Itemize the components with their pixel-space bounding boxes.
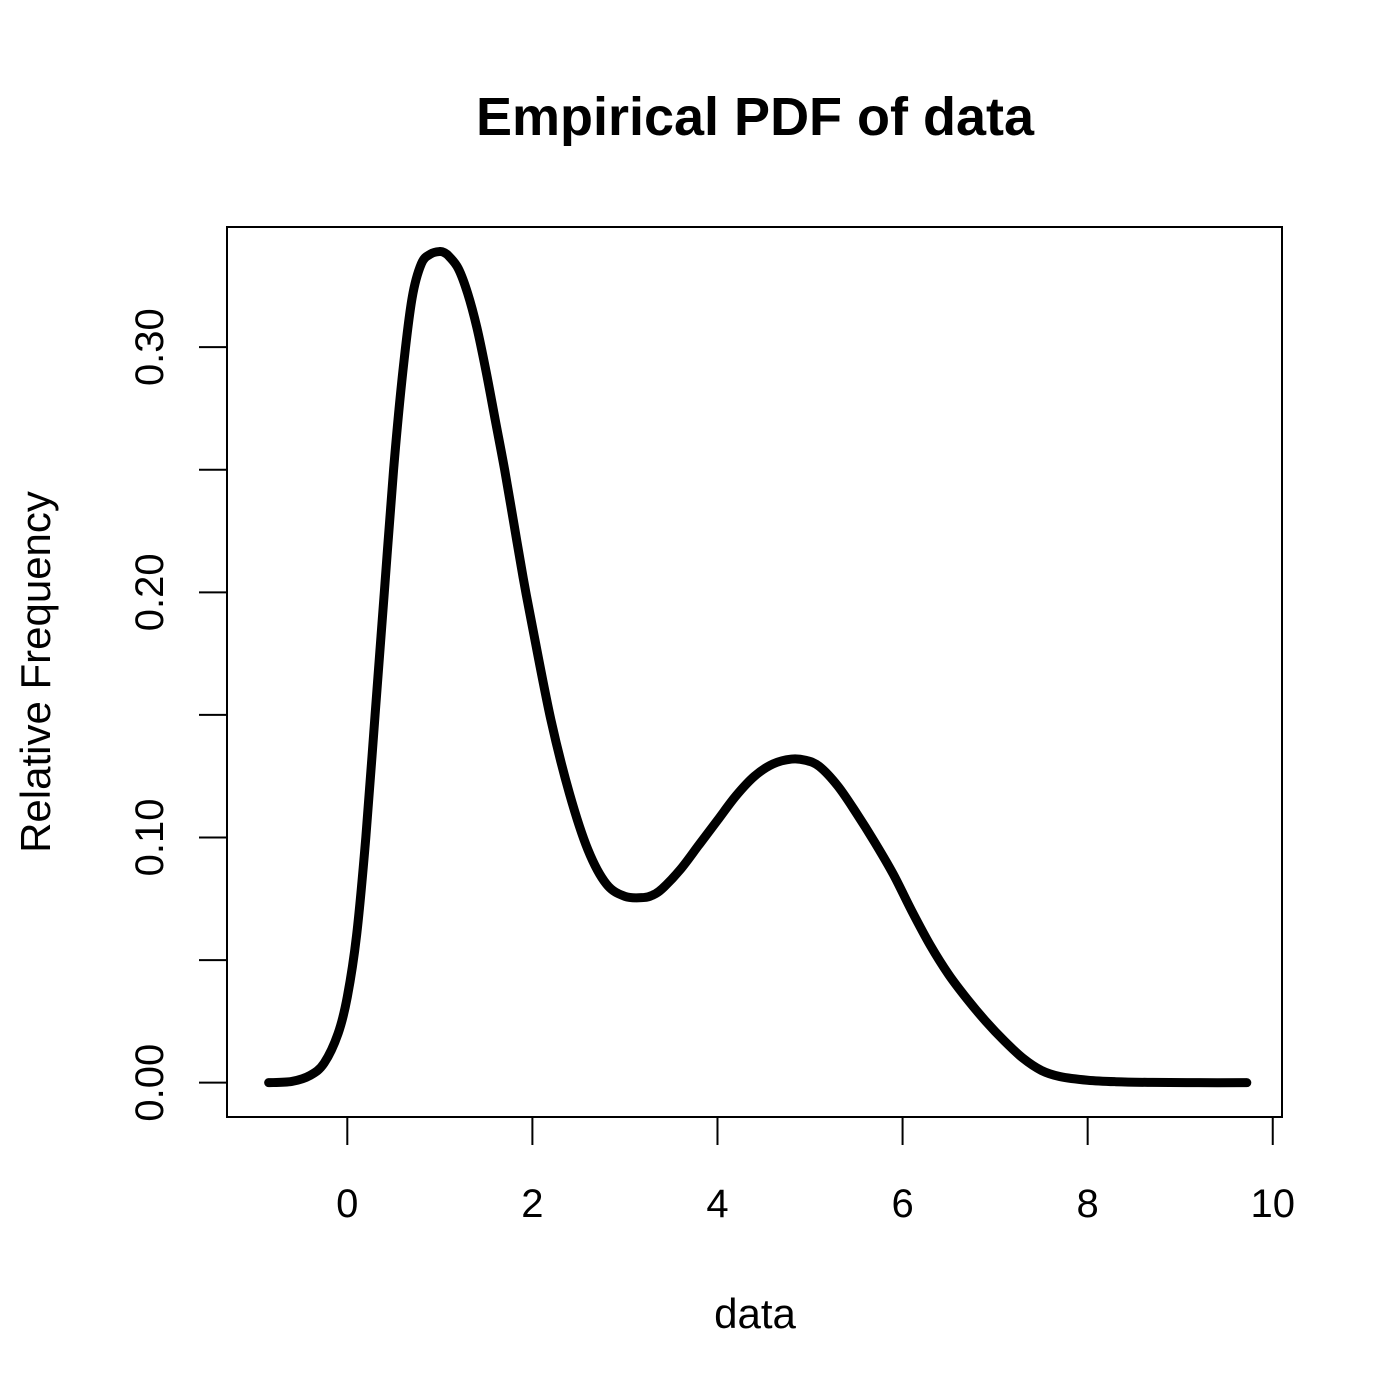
y-tick-label: 0.10 <box>128 799 172 877</box>
x-axis-label: data <box>714 1290 796 1337</box>
y-axis: 0.00 0.10 0.20 0.30 <box>128 308 227 1122</box>
density-series <box>264 246 1252 1088</box>
x-tick-label: 0 <box>336 1182 358 1226</box>
plot-frame <box>226 226 1283 1118</box>
x-tick-label: 2 <box>521 1182 543 1226</box>
y-axis-label: Relative Frequency <box>12 491 59 853</box>
chart-title: Empirical PDF of data <box>476 87 1035 147</box>
series-line <box>264 246 1252 1088</box>
x-tick-label: 6 <box>891 1182 913 1226</box>
y-tick-label: 0.20 <box>128 553 172 631</box>
x-tick-label: 10 <box>1250 1182 1295 1226</box>
x-tick-label: 4 <box>706 1182 728 1226</box>
y-tick-label: 0.30 <box>128 308 172 386</box>
x-axis: 0 2 4 6 8 10 <box>336 1117 1295 1226</box>
x-tick-label: 8 <box>1077 1182 1099 1226</box>
y-tick-label: 0.00 <box>128 1044 172 1122</box>
